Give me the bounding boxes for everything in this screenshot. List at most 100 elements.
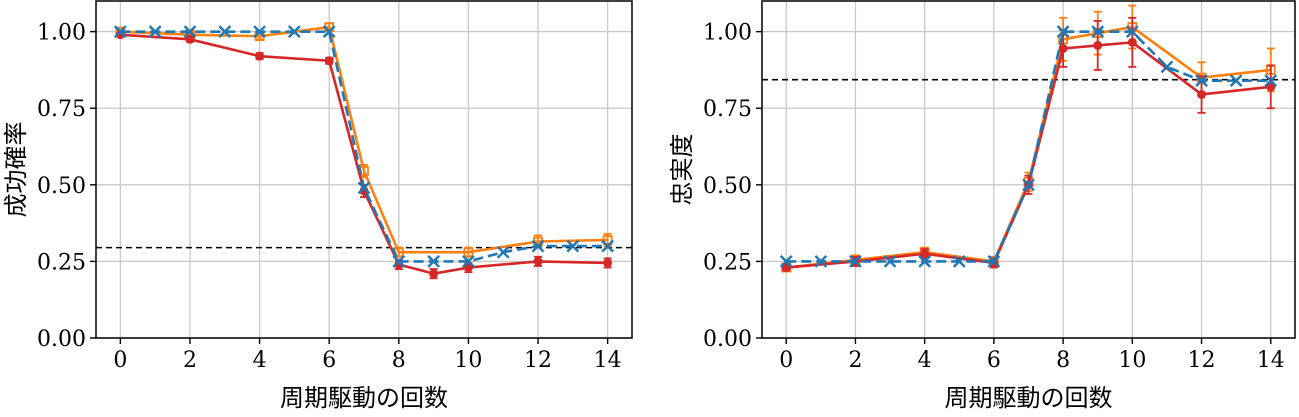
marker-stroke [601,239,614,253]
marker-stroke [918,255,932,268]
y-tick-label: 1.00 [703,21,752,46]
data-point [849,255,862,268]
x-tick-label: 0 [779,348,793,373]
marker-stroke [1264,74,1278,88]
data-point [463,247,474,258]
series-line [120,30,608,263]
data-point [918,255,932,268]
marker-stroke [987,255,1001,268]
marker-stroke [1160,60,1174,74]
data-point [920,249,930,259]
data-point [779,255,793,268]
series-0 [114,25,614,268]
y-tick-label: 0.00 [703,327,752,352]
y-tick-label: 0.00 [37,327,86,352]
x-tick-label: 10 [454,348,482,373]
y-tick-label: 0.25 [703,250,752,275]
marker-stroke [183,25,197,38]
data-point [601,239,614,253]
data-point [987,255,1001,268]
marker-stroke [531,239,545,253]
data-point [1058,43,1068,53]
left-panel: 0 2 4 6 8 10 12 140.000.250.500.751.00 周期駆動の回数 … [2,0,633,412]
x-axis-label: 周期駆動の回数 [945,384,1113,412]
data-point [602,235,613,245]
marker-stroke [357,181,371,195]
data-point [496,245,510,259]
x-tick-label: 0 [113,348,127,373]
data-point [255,51,265,61]
y-axis-label: 忠実度 [668,134,696,206]
x-axis-label: 周期駆動の回数 [280,384,448,412]
data-point [114,25,127,38]
x-tick-label: 10 [1118,348,1146,373]
x-tick-label: 6 [322,348,336,373]
marker-stroke [114,25,127,38]
marker-stroke [779,255,793,268]
series-line [120,33,608,275]
x-tick-label: 4 [253,348,267,373]
x-tick-label: 6 [987,348,1001,373]
series-2 [781,4,1276,273]
data-point [1022,178,1035,192]
marker-stroke [253,25,266,38]
marker-stroke [288,25,301,38]
data-point [462,255,475,268]
y-tick-label: 0.50 [37,174,86,199]
right-panel: 0 2 4 6 8 10 12 140.000.250.500.751.00 周期駆動の回数 … [668,0,1296,412]
marker-stroke [392,255,406,268]
data-point [1091,25,1105,38]
y-tick-label: 0.25 [37,250,86,275]
marker-stroke [1022,178,1035,192]
x-tick-label: 8 [392,348,406,373]
data-point [148,25,162,38]
data-point [357,181,371,195]
data-point [392,255,406,268]
x-tick-label: 8 [1056,348,1070,373]
marker-stroke [218,25,232,38]
y-axis-label: 成功確率 [2,122,30,218]
data-point [322,25,336,38]
y-tick-label: 1.00 [37,21,86,46]
data-point [1195,74,1208,88]
data-point [1160,60,1174,74]
data-point [1056,25,1070,38]
data-point [427,255,440,268]
marker-stroke [849,255,862,268]
plot-frame [761,0,1296,339]
marker-stroke [566,239,580,253]
marker-stroke [814,255,828,268]
data-point [603,258,613,268]
y-tick-label: 0.75 [37,97,86,122]
marker-stroke [1195,74,1208,88]
marker-stroke [148,25,162,38]
data-point [429,269,439,279]
data-point [1125,25,1139,38]
x-tick-label: 14 [1257,348,1285,373]
data-point [531,239,545,253]
marker-stroke [952,255,966,268]
data-point [1093,40,1103,50]
data-point [533,256,543,266]
data-point [253,25,266,38]
series-line [120,25,608,254]
data-point [1229,74,1243,88]
marker-stroke [1125,25,1139,38]
series-2 [115,22,613,258]
series-0 [779,25,1278,268]
marker-stroke [322,25,336,38]
x-tick-label: 12 [1188,348,1216,373]
plot-frame [95,0,633,339]
data-point [324,56,334,66]
series-1 [115,30,613,280]
x-tick-label: 12 [524,348,552,373]
y-tick-label: 0.50 [703,174,752,199]
data-point [288,25,301,38]
marker-stroke [462,255,475,268]
series-line [786,30,1271,263]
x-tick-label: 2 [848,348,862,373]
marker-stroke [883,255,897,268]
data-point [814,255,828,268]
data-point [952,255,966,268]
